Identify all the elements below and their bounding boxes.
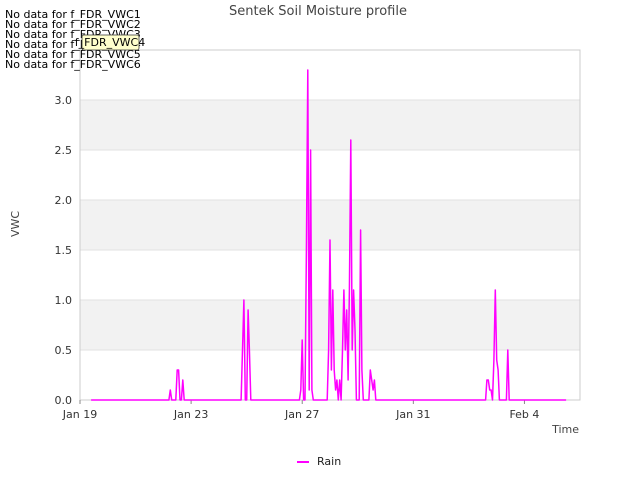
x-tick-label: Feb 4	[509, 408, 539, 421]
y-tick-label: 3.0	[55, 94, 73, 107]
no-data-message: No data for f_FDR_VWC6	[5, 58, 141, 71]
background-bands	[80, 100, 580, 350]
x-axis-label: Time	[551, 423, 579, 436]
legend[interactable]: Rain	[297, 455, 341, 468]
plot-area	[79, 49, 581, 401]
y-tick-label: 0.0	[55, 394, 73, 407]
y-tick-label: 2.0	[55, 194, 73, 207]
x-tick-label: Jan 19	[62, 408, 97, 421]
y-tick-label: 1.0	[55, 294, 73, 307]
x-tick-label: Jan 31	[395, 408, 430, 421]
tooltip: f_FDR_VWC4	[75, 34, 145, 51]
x-tick-label: Jan 27	[284, 408, 319, 421]
y-axis-ticks: 0.0 0.5 1.0 1.5 2.0 2.5 3.0	[55, 94, 73, 407]
x-tick-label: Jan 23	[173, 408, 208, 421]
y-tick-label: 0.5	[55, 344, 73, 357]
no-data-message: No data for f_FDR_VWC1	[5, 8, 141, 21]
y-tick-label: 2.5	[55, 144, 73, 157]
y-axis-label: VWC	[9, 211, 22, 237]
chart-title: Sentek Soil Moisture profile	[229, 4, 407, 19]
tooltip-label: f_FDR_VWC4	[75, 36, 145, 49]
series-line-rain	[91, 69, 567, 401]
x-axis-ticks: Jan 19 Jan 23 Jan 27 Jan 31 Feb 4	[62, 400, 539, 421]
no-data-message: No data for f_FDR_VWC2	[5, 18, 141, 31]
no-data-message: No data for f_FDR_VWC5	[5, 48, 141, 61]
legend-label-rain: Rain	[317, 455, 341, 468]
background-band	[80, 100, 580, 150]
tooltip-box	[81, 34, 140, 51]
y-tick-label: 1.5	[55, 244, 73, 257]
series-layer	[91, 69, 567, 401]
